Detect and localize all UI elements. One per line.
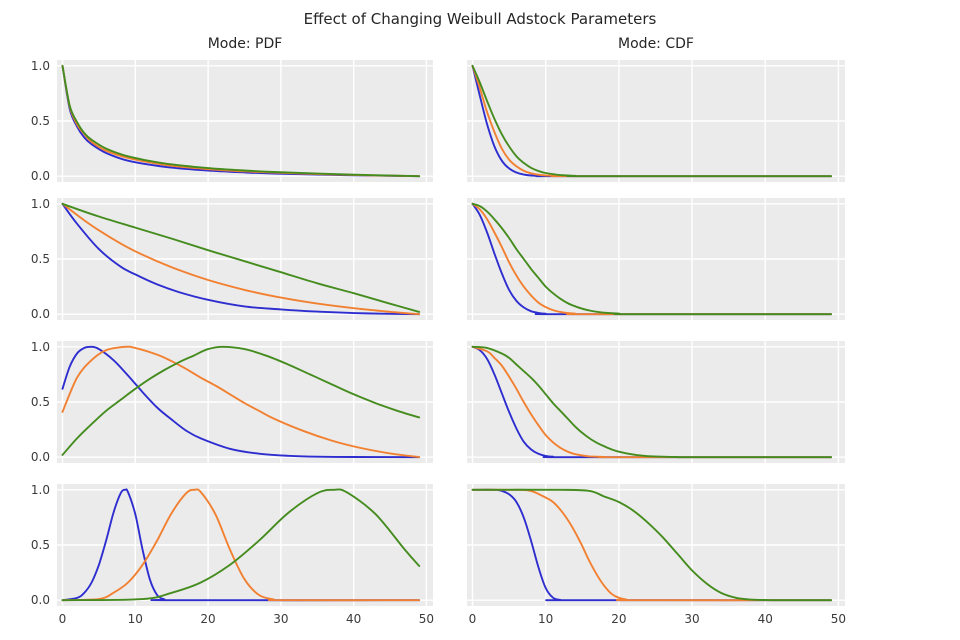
- x-tick-label: 0: [58, 612, 67, 626]
- grid-lines: [467, 341, 845, 463]
- series-line-orange: [61, 488, 421, 602]
- subplot-r1-pdf: [57, 60, 433, 182]
- y-tick-label: 0.5: [30, 252, 50, 266]
- series-line-green: [61, 345, 421, 456]
- x-tick-label: 30: [273, 612, 289, 626]
- series-line-blue: [471, 202, 833, 316]
- x-tick-label: 30: [684, 612, 700, 626]
- x-tick-label: 40: [757, 612, 773, 626]
- subplot-r3-cdf: [467, 341, 845, 463]
- series-line-orange: [61, 202, 421, 316]
- series-line-blue: [471, 488, 833, 602]
- series-line-green: [471, 202, 833, 316]
- y-tick-label: 1.0: [30, 58, 50, 73]
- y-tick-label: 0.5: [30, 114, 50, 128]
- series-line-orange: [61, 345, 421, 459]
- series-line-orange: [471, 202, 833, 316]
- y-tick-label: 0.5: [30, 538, 50, 552]
- y-tick-label: 0.0: [30, 593, 50, 608]
- series-line-blue: [61, 488, 421, 602]
- series-line-green: [61, 488, 421, 602]
- series-line-green: [471, 64, 833, 178]
- subplot-r4-pdf: [57, 484, 433, 606]
- series-line-green: [471, 488, 833, 602]
- series-line-blue: [471, 345, 833, 459]
- x-tick-label: 40: [346, 612, 362, 626]
- series-line-green: [61, 202, 421, 313]
- subplot-r3-pdf: [57, 341, 433, 463]
- x-tick-label: 10: [127, 612, 143, 626]
- series-line-blue: [61, 345, 421, 459]
- y-tick-label: 1.0: [30, 482, 50, 497]
- figure-title: Effect of Changing Weibull Adstock Param…: [303, 10, 657, 28]
- x-tick-label: 50: [418, 612, 435, 626]
- y-tick-label: 0.0: [30, 307, 50, 322]
- column-title-pdf: Mode: PDF: [207, 36, 283, 52]
- series-line-green: [61, 64, 421, 178]
- x-tick-label: 0: [468, 612, 477, 626]
- y-tick-label: 1.0: [30, 196, 50, 211]
- x-tick-label: 10: [538, 612, 554, 626]
- y-tick-label: 0.5: [30, 395, 50, 409]
- subplot-r4-cdf: [467, 484, 845, 606]
- x-tick-label: 20: [200, 612, 216, 626]
- x-tick-label: 20: [611, 612, 627, 626]
- y-tick-label: 0.0: [30, 169, 50, 184]
- y-tick-label: 1.0: [30, 339, 50, 354]
- series-line-orange: [471, 64, 833, 178]
- subplot-r2-cdf: [467, 198, 845, 320]
- series-line-orange: [471, 345, 833, 459]
- subplot-r1-cdf: [467, 60, 845, 182]
- column-title-cdf: Mode: CDF: [618, 36, 694, 52]
- series-line-blue: [61, 202, 421, 316]
- y-tick-label: 0.0: [30, 450, 50, 465]
- series-line-green: [471, 345, 833, 459]
- series-line-orange: [471, 488, 833, 602]
- x-tick-label: 50: [830, 612, 847, 626]
- subplot-r2-pdf: [57, 198, 433, 320]
